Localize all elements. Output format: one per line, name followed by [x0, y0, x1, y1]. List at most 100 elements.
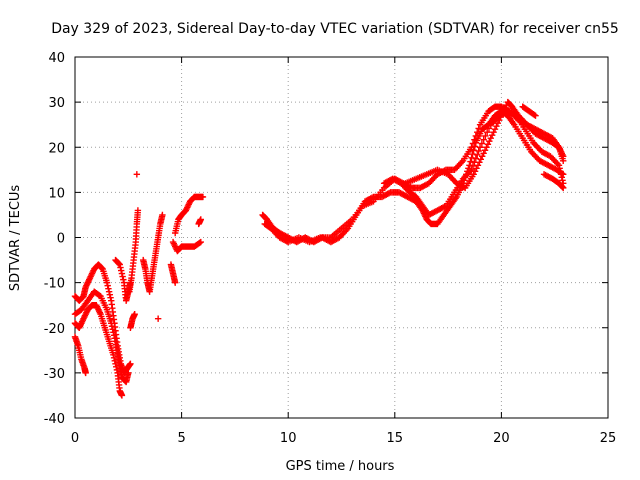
chart-title: Day 329 of 2023, Sidereal Day-to-day VTE…: [51, 21, 619, 37]
data-point: [116, 261, 123, 268]
data-point: [172, 279, 179, 286]
y-tick-label: -10: [44, 277, 65, 292]
y-axis-ticks: -40 -30 -20 -10 0 10 20 30 40: [44, 51, 608, 427]
data-point: [560, 153, 567, 160]
y-tick-label: -40: [44, 412, 65, 427]
data-point: [498, 110, 506, 118]
x-tick-label: 5: [177, 431, 185, 446]
data-point: [556, 165, 563, 172]
data-point: [117, 264, 124, 271]
y-tick-label: 0: [57, 232, 65, 247]
data-point: [501, 104, 509, 112]
data-point: [119, 273, 126, 280]
series-arc6: [126, 207, 142, 295]
data-point: [474, 162, 482, 169]
data-point: [473, 165, 480, 172]
data-point: [117, 267, 125, 274]
data-point: [494, 119, 502, 127]
data-point: [469, 140, 477, 147]
series-arc10: [154, 315, 162, 322]
y-tick-label: 20: [48, 141, 65, 156]
series-arc14: [195, 216, 204, 228]
data-point: [472, 132, 480, 140]
data-point: [154, 315, 162, 322]
data-point: [111, 335, 118, 342]
data-point: [120, 276, 127, 283]
data-point: [532, 112, 539, 119]
grid-lines: [75, 57, 608, 418]
data-point: [107, 294, 114, 301]
series-arc9: [140, 211, 166, 295]
x-tick-label: 20: [493, 431, 510, 446]
data-point: [477, 156, 484, 163]
data-point: [474, 151, 481, 158]
x-tick-label: 10: [280, 431, 297, 446]
data-point: [466, 162, 473, 169]
data-point: [486, 138, 493, 145]
data-point: [491, 126, 499, 133]
data-point: [484, 141, 492, 148]
series-arc8: [133, 171, 141, 178]
data-point: [196, 239, 203, 246]
data-point: [111, 357, 118, 365]
data-point: [105, 285, 112, 292]
y-tick-label: 40: [48, 51, 65, 66]
data-point: [467, 158, 474, 165]
series-arc2: [71, 301, 126, 399]
data-point: [500, 107, 507, 115]
x-axis-label: GPS time / hours: [286, 459, 395, 474]
data-point: [483, 144, 490, 151]
x-tick-label: 25: [600, 431, 617, 446]
series-arc15: [259, 107, 567, 246]
series-arc4: [71, 288, 132, 386]
data-point: [483, 129, 491, 136]
data-point: [474, 129, 481, 136]
data-point: [476, 144, 484, 151]
data-point: [476, 159, 483, 166]
data-point: [113, 366, 121, 374]
data-point: [98, 265, 106, 272]
y-tick-label: 10: [48, 186, 65, 201]
data-point: [133, 171, 141, 178]
y-tick-label: -30: [44, 367, 65, 382]
data-point: [558, 174, 566, 181]
data-point: [127, 360, 134, 368]
data-point: [482, 132, 489, 140]
data-point: [108, 323, 116, 330]
data-point: [104, 282, 111, 289]
data-point: [441, 203, 448, 210]
data-point: [471, 136, 478, 143]
data-point: [106, 291, 114, 298]
data-point: [531, 111, 538, 119]
data-point: [118, 270, 126, 277]
series-arc20: [540, 171, 567, 192]
data-point: [109, 326, 116, 333]
series-arc1: [71, 333, 89, 377]
data-point: [110, 351, 117, 359]
series-arc11: [167, 261, 179, 286]
data-point: [470, 171, 477, 178]
data-point: [105, 288, 113, 295]
data-point: [125, 369, 132, 377]
data-point: [103, 279, 111, 286]
series-arc17: [380, 107, 567, 219]
data-point: [496, 116, 503, 124]
data-point: [110, 354, 118, 362]
data-point: [555, 162, 563, 169]
data-point: [159, 211, 166, 219]
data-point: [559, 177, 566, 184]
y-tick-label: -20: [44, 322, 65, 337]
data-point: [82, 369, 89, 377]
data-point: [559, 183, 566, 191]
data-point: [560, 184, 567, 192]
data-point: [385, 189, 393, 197]
series-arc19: [519, 103, 539, 119]
data-point: [110, 329, 117, 336]
series-arc13: [172, 193, 207, 237]
data-point: [197, 216, 204, 223]
series-arc5: [112, 256, 134, 304]
data-point: [110, 332, 118, 339]
data-points: [71, 98, 567, 399]
series-arc7: [127, 311, 138, 331]
